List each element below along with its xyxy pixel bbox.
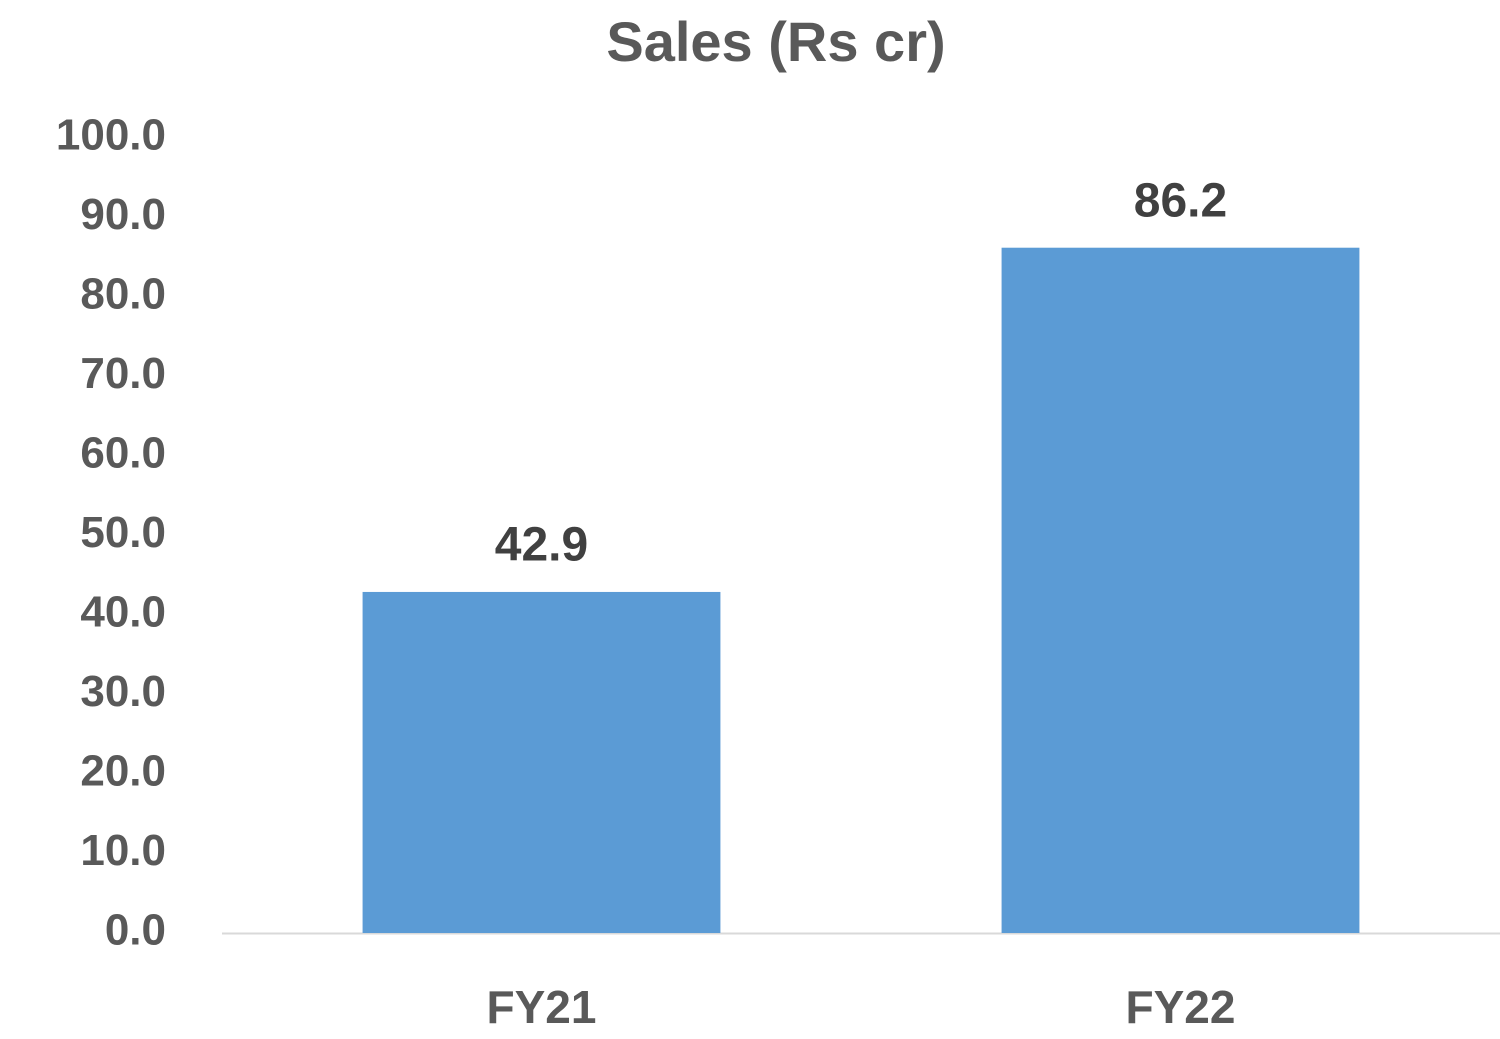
data-label: 86.2 — [1134, 174, 1227, 227]
y-tick-label: 90.0 — [80, 190, 166, 239]
y-tick-label: 30.0 — [80, 667, 166, 716]
y-tick-label: 0.0 — [105, 906, 166, 955]
y-tick-label: 40.0 — [80, 588, 166, 637]
x-tick-label: FY21 — [487, 981, 597, 1033]
y-tick-label: 50.0 — [80, 508, 166, 557]
bar — [1001, 247, 1360, 933]
y-tick-label: 100.0 — [56, 111, 166, 160]
chart-title: Sales (Rs cr) — [606, 10, 945, 73]
y-tick-label: 20.0 — [80, 747, 166, 796]
y-tick-label: 80.0 — [80, 270, 166, 319]
bar — [362, 591, 721, 933]
x-tick-label: FY22 — [1126, 981, 1236, 1033]
y-tick-label: 10.0 — [80, 826, 166, 875]
data-label: 42.9 — [495, 519, 588, 572]
y-tick-label: 60.0 — [80, 429, 166, 478]
y-tick-label: 70.0 — [80, 349, 166, 398]
